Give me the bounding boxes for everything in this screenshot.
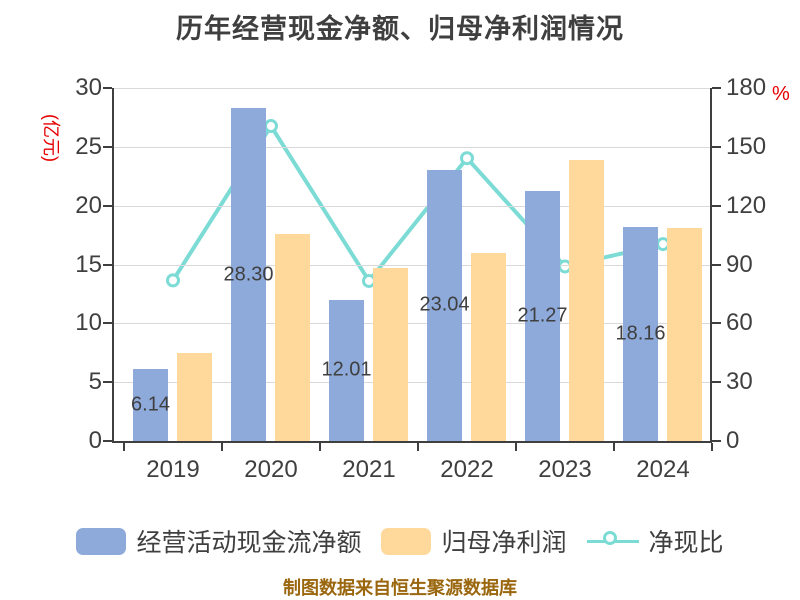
legend-label-cashflow: 经营活动现金流净额 bbox=[136, 529, 362, 557]
legend-item-ratio[interactable]: 净现比 bbox=[586, 523, 724, 559]
bar-value-label: 28.30 bbox=[223, 263, 274, 285]
plot-area: 0 5 10 15 20 25 30 0 30 60 90 120 150 180 2019 2020 2021… bbox=[75, 76, 766, 484]
y-axis-tick-label: 15 bbox=[75, 250, 102, 278]
y-axis-tick bbox=[103, 145, 112, 148]
x-axis-tick bbox=[319, 443, 321, 451]
bar-value-label: 21.27 bbox=[517, 304, 568, 327]
ratio-line-point[interactable] bbox=[264, 119, 278, 134]
x-axis-tick bbox=[711, 443, 713, 451]
legend-item-cashflow[interactable]: 经营活动现金流净额 bbox=[76, 523, 361, 559]
y-axis-tick-label: 30 bbox=[75, 74, 102, 101]
x-axis-tick bbox=[613, 443, 615, 451]
y-axis-tick-label: 25 bbox=[75, 132, 102, 160]
data-source-caption: 制图数据来自恒生聚源数据库 bbox=[283, 578, 517, 598]
y2-axis-tick bbox=[712, 381, 721, 384]
y-axis-line bbox=[112, 88, 114, 443]
y2-axis-tick-label: 180 bbox=[726, 74, 767, 101]
y-axis-tick-label: 5 bbox=[88, 368, 102, 396]
y2-axis-tick bbox=[712, 440, 721, 442]
y2-axis-tick-label: 150 bbox=[726, 132, 767, 160]
cashflow-bar[interactable]: 28.30 bbox=[223, 108, 274, 441]
chart-title: 历年经营现金净额、归母净利润情况 bbox=[176, 14, 624, 44]
y2-axis-tick-label: 120 bbox=[726, 191, 767, 219]
gridline bbox=[112, 88, 712, 89]
x-axis-tick-label: 2024 bbox=[636, 456, 690, 483]
right-axis-unit-label: % bbox=[772, 83, 790, 105]
profit-bar[interactable] bbox=[569, 159, 604, 441]
cashflow-bar[interactable]: 23.04 bbox=[419, 169, 470, 441]
y2-axis-tick-label: 90 bbox=[726, 250, 753, 278]
y-axis-tick-label: 10 bbox=[75, 309, 102, 337]
ratio-line-point[interactable] bbox=[460, 151, 474, 166]
bar-value-label: 23.04 bbox=[419, 293, 470, 316]
profit-bar[interactable] bbox=[373, 268, 408, 441]
profit-bar[interactable] bbox=[177, 352, 212, 441]
bar-value-label: 6.14 bbox=[131, 393, 170, 416]
x-axis-line bbox=[112, 441, 712, 443]
profit-bar[interactable] bbox=[667, 228, 702, 441]
y-axis-tick bbox=[103, 204, 112, 207]
y2-axis-tick bbox=[712, 87, 721, 89]
x-axis-tick bbox=[417, 443, 419, 451]
cashflow-bar[interactable]: 18.16 bbox=[615, 227, 666, 441]
y2-axis-tick bbox=[712, 204, 721, 207]
y-axis-tick-label: 20 bbox=[75, 191, 102, 219]
y-axis-tick bbox=[103, 87, 112, 89]
ratio-line-point[interactable] bbox=[166, 273, 180, 288]
y2-axis-line bbox=[710, 88, 712, 443]
x-axis-tick-label: 2023 bbox=[538, 456, 592, 483]
y-axis-tick bbox=[103, 322, 112, 325]
x-axis-tick-label: 2021 bbox=[342, 456, 396, 483]
profit-swatch-icon bbox=[381, 527, 432, 555]
y2-axis-tick bbox=[712, 322, 721, 325]
x-axis-tick-label: 2020 bbox=[244, 456, 298, 483]
y-axis-tick bbox=[103, 440, 112, 442]
bar-value-label: 18.16 bbox=[615, 322, 666, 345]
cashflow-bar[interactable]: 12.01 bbox=[321, 299, 372, 441]
gridline bbox=[112, 146, 712, 148]
y2-axis-tick-label: 60 bbox=[726, 309, 753, 337]
y2-axis-tick-label: 30 bbox=[726, 368, 753, 396]
gridline bbox=[112, 264, 712, 266]
y2-axis-tick bbox=[712, 263, 721, 266]
x-axis-tick-label: 2019 bbox=[146, 456, 200, 483]
gridline bbox=[112, 382, 712, 384]
y2-axis-tick bbox=[712, 145, 721, 148]
cashflow-bar[interactable]: 21.27 bbox=[517, 190, 568, 441]
gridline bbox=[112, 323, 712, 325]
gridline bbox=[112, 205, 712, 207]
legend-label-ratio: 净现比 bbox=[648, 529, 724, 557]
legend-item-profit[interactable]: 归母净利润 bbox=[381, 523, 567, 559]
y2-axis-tick-label: 0 bbox=[726, 427, 740, 454]
x-axis-tick bbox=[123, 443, 125, 451]
y-axis-tick-label: 0 bbox=[88, 427, 102, 454]
legend: 经营活动现金流净额 归母净利润 净现比 bbox=[0, 523, 800, 559]
cashflow-bar[interactable]: 6.14 bbox=[131, 368, 170, 441]
x-axis-tick bbox=[221, 443, 223, 451]
bar-value-label: 12.01 bbox=[321, 358, 372, 381]
y-axis-tick bbox=[103, 263, 112, 266]
y-axis-tick bbox=[103, 381, 112, 384]
x-axis-tick bbox=[515, 443, 517, 451]
profit-bar[interactable] bbox=[275, 233, 310, 441]
line-marker-icon bbox=[586, 528, 639, 555]
legend-label-profit: 归母净利润 bbox=[441, 529, 567, 557]
x-axis-tick-label: 2022 bbox=[440, 456, 494, 483]
cashflow-swatch-icon bbox=[76, 527, 127, 555]
profit-bar[interactable] bbox=[471, 252, 506, 441]
